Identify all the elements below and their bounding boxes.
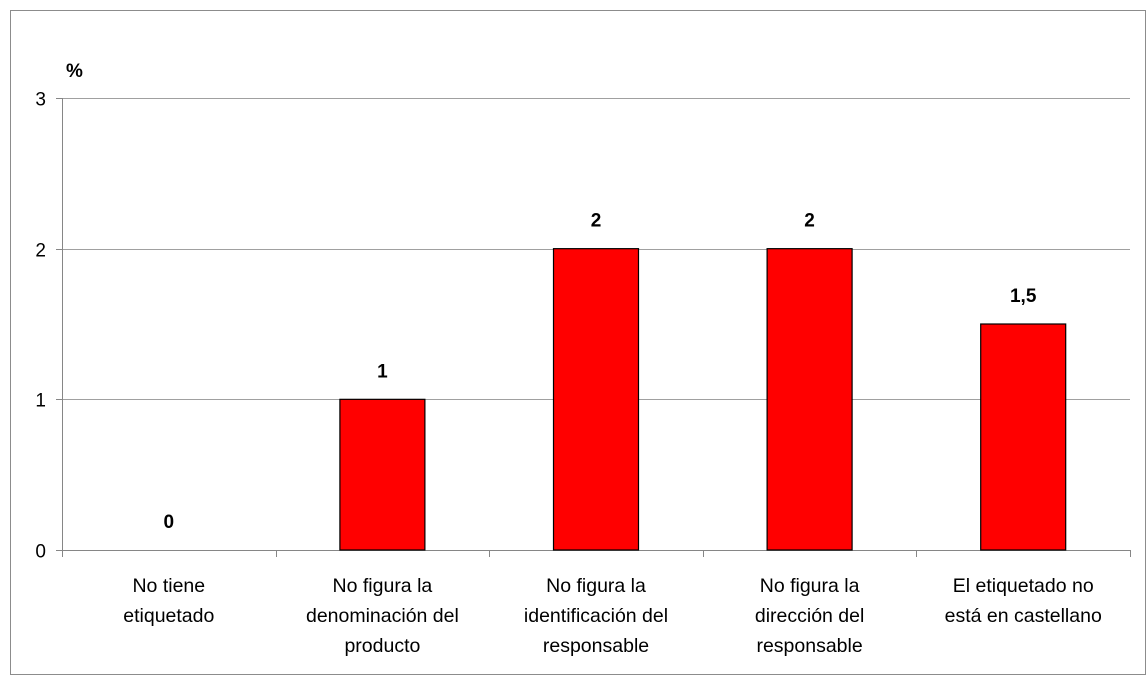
x-tick-label-line: etiquetado <box>123 605 214 627</box>
bar <box>554 249 639 550</box>
x-tick-label: No figura la dirección del responsable <box>755 575 864 657</box>
x-tick-label-line: está en castellano <box>945 605 1102 627</box>
y-tick-label: 1 <box>35 391 46 412</box>
x-tick-label: No tiene etiquetado <box>123 575 214 627</box>
data-label: 0 <box>164 512 175 533</box>
x-tick-label-line: responsable <box>543 635 649 657</box>
x-tick-label-line: No figura la <box>546 575 646 597</box>
y-unit-label: % <box>66 61 83 82</box>
x-tick-label-line: No figura la <box>760 575 860 597</box>
x-tick-label-line: No figura la <box>333 575 433 597</box>
data-label: 2 <box>804 211 815 232</box>
x-tick-labels: No tiene etiquetado No figura la denominaci… <box>123 575 1102 657</box>
x-tick-label-line: denominación del <box>306 605 459 627</box>
y-tick-label: 2 <box>35 241 46 262</box>
bar <box>767 249 852 550</box>
x-tick-label-line: dirección del <box>755 605 864 627</box>
x-tick-label: No figura la identificación del responsabl… <box>524 575 668 657</box>
x-tick-label-line: No tiene <box>132 575 205 597</box>
bar <box>981 324 1066 550</box>
x-tick-label-line: El etiquetado no <box>953 575 1094 597</box>
data-label: 2 <box>591 211 602 232</box>
y-tick-label: 3 <box>35 90 46 111</box>
x-tick-label: El etiquetado no está en castellano <box>945 575 1102 627</box>
x-tick-label-line: identificación del <box>524 605 668 627</box>
data-label: 1 <box>377 361 388 382</box>
y-tick-labels: 0 1 2 3 <box>35 90 46 563</box>
data-label: 1,5 <box>1010 286 1037 307</box>
x-tick-label-line: responsable <box>756 635 862 657</box>
x-tick-label-line: producto <box>344 635 420 657</box>
x-tick-label: No figura la denominación del producto <box>306 575 459 657</box>
bar <box>340 399 425 550</box>
y-tick-label: 0 <box>35 542 46 563</box>
